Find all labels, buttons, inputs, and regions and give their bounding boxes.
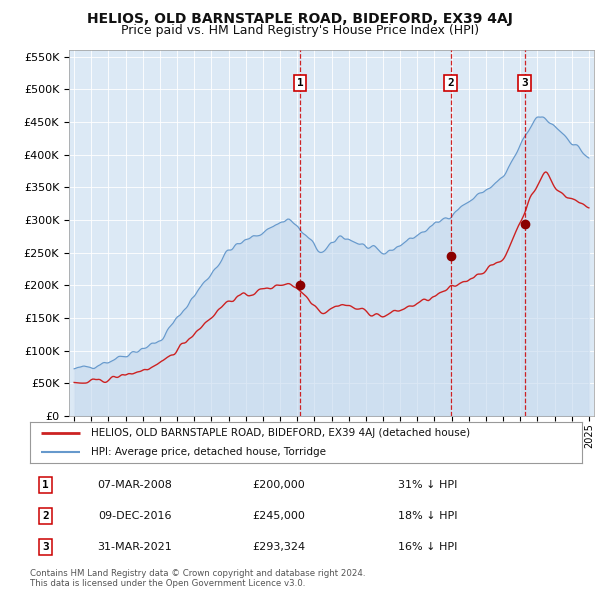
Text: 16% ↓ HPI: 16% ↓ HPI <box>398 542 457 552</box>
Text: 1: 1 <box>297 78 304 88</box>
Text: 09-DEC-2016: 09-DEC-2016 <box>98 511 172 521</box>
Text: £245,000: £245,000 <box>252 511 305 521</box>
Text: 31-MAR-2021: 31-MAR-2021 <box>98 542 172 552</box>
Text: 18% ↓ HPI: 18% ↓ HPI <box>398 511 457 521</box>
Text: £200,000: £200,000 <box>252 480 305 490</box>
Text: 3: 3 <box>521 78 528 88</box>
Text: HPI: Average price, detached house, Torridge: HPI: Average price, detached house, Torr… <box>91 447 326 457</box>
Text: 2: 2 <box>447 78 454 88</box>
Text: 3: 3 <box>42 542 49 552</box>
Text: 31% ↓ HPI: 31% ↓ HPI <box>398 480 457 490</box>
Text: £293,324: £293,324 <box>252 542 305 552</box>
Text: 1: 1 <box>42 480 49 490</box>
Text: HELIOS, OLD BARNSTAPLE ROAD, BIDEFORD, EX39 4AJ: HELIOS, OLD BARNSTAPLE ROAD, BIDEFORD, E… <box>87 12 513 26</box>
Text: HELIOS, OLD BARNSTAPLE ROAD, BIDEFORD, EX39 4AJ (detached house): HELIOS, OLD BARNSTAPLE ROAD, BIDEFORD, E… <box>91 428 470 438</box>
Text: Price paid vs. HM Land Registry's House Price Index (HPI): Price paid vs. HM Land Registry's House … <box>121 24 479 37</box>
Text: 2: 2 <box>42 511 49 521</box>
Text: Contains HM Land Registry data © Crown copyright and database right 2024.
This d: Contains HM Land Registry data © Crown c… <box>30 569 365 588</box>
Text: 07-MAR-2008: 07-MAR-2008 <box>97 480 172 490</box>
